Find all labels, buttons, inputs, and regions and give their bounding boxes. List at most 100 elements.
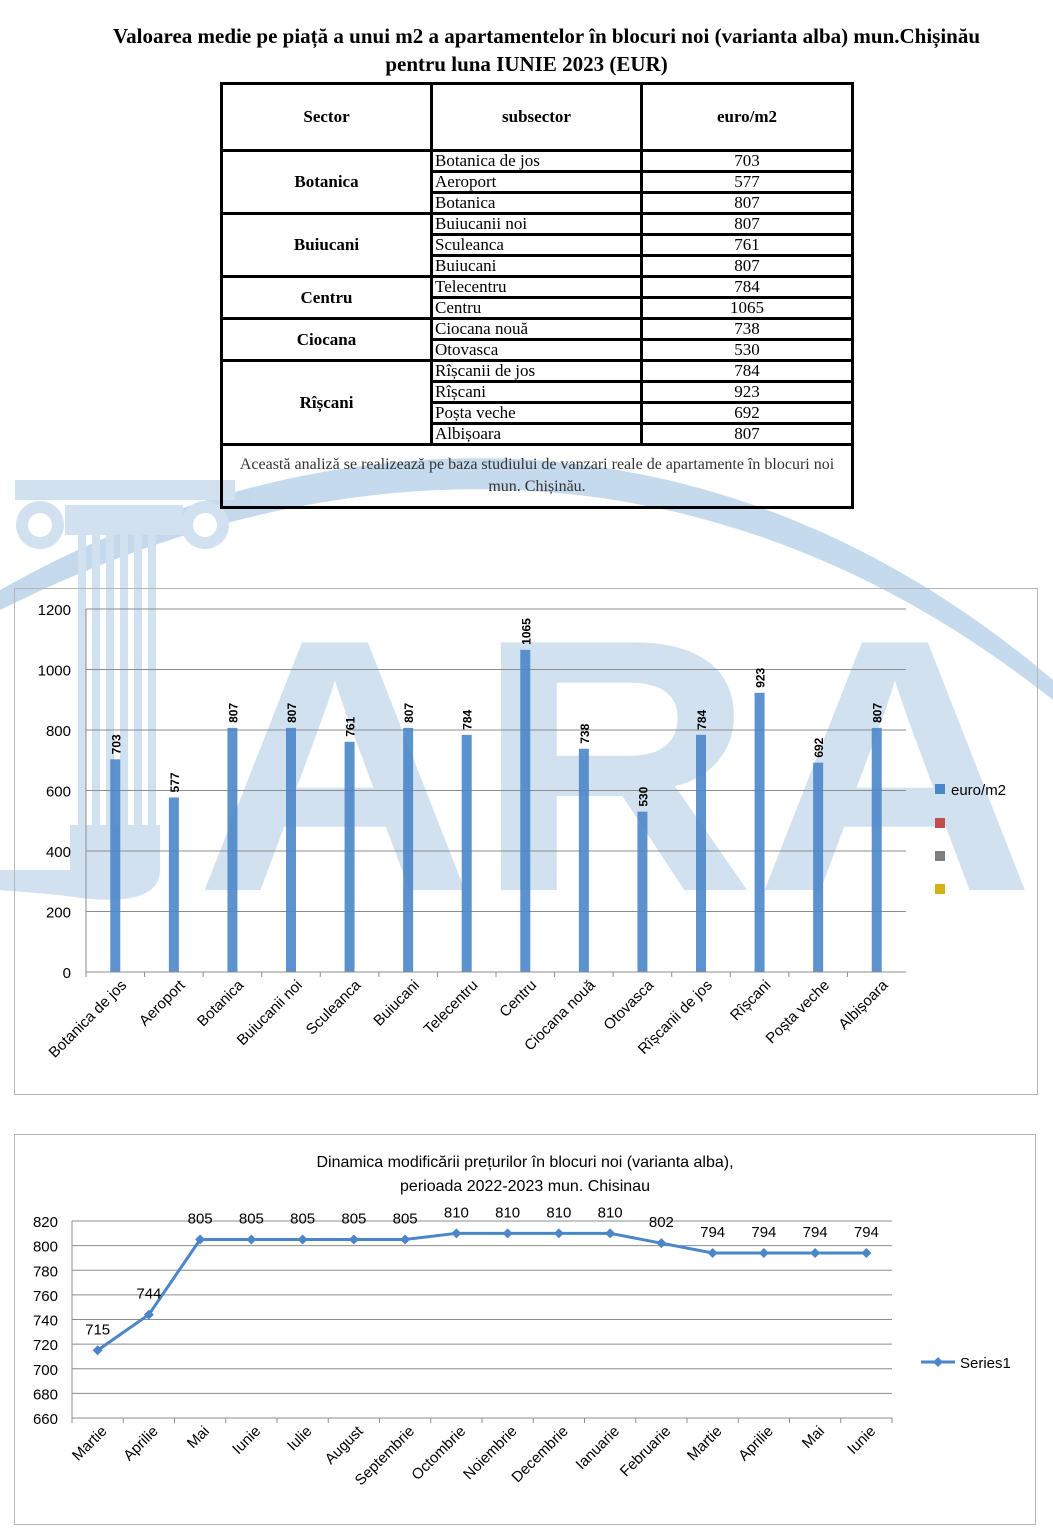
subsector-cell: Sculeanca — [430, 233, 643, 257]
table-row: Rîșcani Rîșcanii de jos 784 — [220, 359, 854, 446]
price-cell: 577 — [640, 170, 854, 194]
table-header-row: Sector subsector euro/m2 — [220, 82, 854, 152]
data-point — [195, 1234, 206, 1245]
legend-swatch — [935, 851, 945, 861]
table-row: Poșta veche 692 — [222, 401, 854, 425]
data-value-label: 810 — [444, 1204, 469, 1221]
x-tick-label: Otovasca — [600, 976, 657, 1033]
table-row: Aeroport 577 — [222, 170, 854, 194]
data-value-label: 810 — [495, 1204, 520, 1221]
sector-cell: Botanica — [220, 149, 433, 215]
bar — [696, 734, 706, 972]
price-cell: 784 — [640, 275, 854, 299]
data-value-label: 715 — [85, 1321, 110, 1338]
y-tick-label: 680 — [33, 1386, 58, 1403]
bar-value-label: 692 — [812, 737, 826, 757]
y-tick-label: 1000 — [38, 663, 71, 680]
bar-value-label: 807 — [402, 703, 416, 723]
bar-value-label: 784 — [461, 709, 475, 729]
bar — [344, 741, 355, 972]
subsector-cell: Albișoara — [430, 422, 643, 446]
price-cell: 807 — [640, 212, 854, 236]
price-cell: 807 — [640, 254, 854, 278]
data-point — [553, 1228, 564, 1239]
bar — [637, 811, 648, 972]
subsector-cell: Rîșcanii de jos — [430, 359, 643, 383]
data-point — [297, 1234, 308, 1245]
data-point — [400, 1234, 411, 1245]
x-tick-label: Februarie — [617, 1423, 674, 1480]
header-euro-m2: euro/m2 — [640, 82, 854, 152]
bar — [110, 759, 121, 972]
bar-value-label: 703 — [109, 734, 123, 754]
y-tick-label: 720 — [33, 1337, 58, 1354]
bar-value-label: 530 — [636, 786, 650, 806]
data-value-label: 794 — [803, 1224, 828, 1241]
price-cell: 784 — [640, 359, 854, 383]
bar — [286, 727, 296, 972]
y-tick-label: 780 — [33, 1263, 58, 1280]
line-chart: Dinamica modificării prețurilor în blocu… — [14, 1134, 1036, 1525]
data-point — [246, 1234, 257, 1245]
bar — [578, 748, 589, 972]
table-row: Centru Telecentru 784 — [220, 275, 854, 320]
y-tick-label: 800 — [33, 1239, 58, 1256]
y-tick-label: 600 — [46, 784, 71, 801]
table-row: Rîșcani 923 — [222, 380, 854, 404]
price-table: Sector subsector euro/m2 Botanica Botanic… — [220, 82, 854, 509]
y-tick-label: 740 — [33, 1313, 58, 1330]
x-tick-label: Rîșcani — [727, 977, 774, 1024]
bar — [461, 734, 472, 972]
bar-value-label: 761 — [344, 716, 358, 736]
subsector-cell: Buiucanii noi — [430, 212, 643, 236]
y-tick-label: 200 — [46, 905, 71, 922]
x-tick-label: Iunie — [844, 1423, 879, 1458]
legend-label: euro/m2 — [951, 782, 1006, 799]
legend-swatch — [935, 884, 945, 894]
subsector-cell: Botanica de jos — [430, 149, 643, 173]
x-tick-label: Telecentru — [421, 977, 482, 1038]
x-tick-label: Centru — [496, 977, 540, 1021]
table-row: Otovasca 530 — [222, 338, 854, 362]
table-row: Botanica 807 — [222, 191, 854, 215]
series-line — [96, 1231, 867, 1352]
bar-chart-svg: 0 200 400 600 800 1000 1200 703 Botanica de jos 5… — [38, 602, 1006, 1061]
price-cell: 761 — [640, 233, 854, 257]
y-tick-label: 760 — [33, 1288, 58, 1305]
x-tick-label: August — [322, 1422, 368, 1468]
x-tick-label: Albișoara — [835, 976, 892, 1033]
data-value-label: 744 — [136, 1286, 161, 1303]
y-tick-label: 800 — [46, 723, 71, 740]
data-point — [348, 1234, 359, 1245]
data-value-label: 810 — [598, 1204, 623, 1221]
table-row: Sculeanca 761 — [222, 233, 854, 257]
bar-chart: 0 200 400 600 800 1000 1200 703 Botanica de jos 5… — [14, 588, 1038, 1095]
y-tick-label: 660 — [33, 1411, 58, 1428]
subsector-cell: Telecentru — [430, 275, 643, 299]
data-point — [810, 1248, 821, 1259]
data-value-label: 802 — [649, 1214, 674, 1231]
data-value-label: 805 — [188, 1210, 213, 1227]
data-point — [707, 1248, 718, 1259]
data-point — [656, 1238, 667, 1249]
bar — [813, 762, 824, 972]
y-tick-label: 700 — [33, 1362, 58, 1379]
data-value-label: 794 — [700, 1224, 725, 1241]
data-point — [861, 1248, 872, 1259]
data-point — [143, 1309, 154, 1320]
x-tick-label: Aprilie — [120, 1423, 161, 1464]
price-cell: 703 — [640, 149, 854, 173]
bar — [871, 727, 882, 972]
bar-value-label: 1065 — [519, 618, 533, 645]
price-cell: 738 — [640, 317, 854, 341]
sector-cell: Buiucani — [220, 212, 433, 278]
bar-value-label: 784 — [695, 709, 709, 729]
x-tick-label: Ianuarie — [573, 1423, 623, 1473]
x-tick-label: Aeroport — [136, 976, 189, 1029]
table-row: Buiucani Buiucanii noi 807 — [220, 212, 854, 278]
bar-value-label: 807 — [871, 703, 885, 723]
y-tick-label: 1200 — [38, 602, 71, 619]
bar-value-label: 923 — [754, 667, 768, 687]
x-tick-label: Martie — [69, 1423, 110, 1464]
chart-title: Dinamica modificării prețurilor în blocu… — [316, 1154, 733, 1171]
